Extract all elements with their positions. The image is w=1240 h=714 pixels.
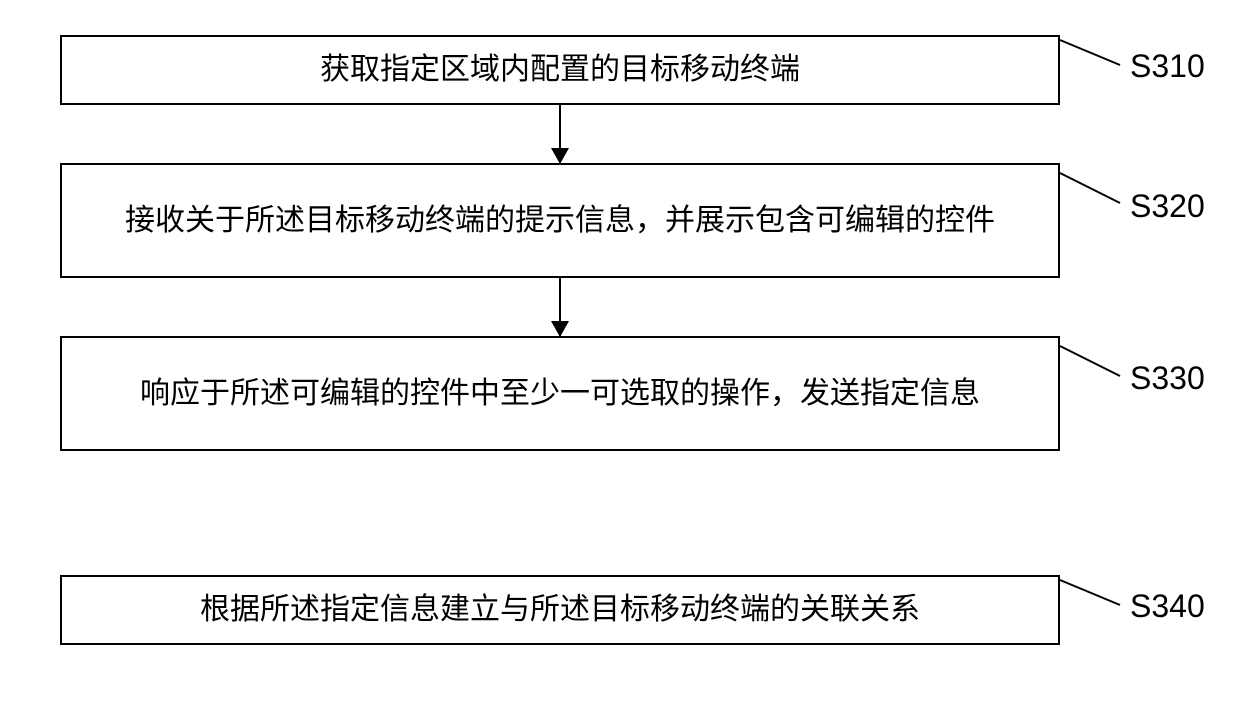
flow-step-2-text: 接收关于所述目标移动终端的提示信息，并展示包含可编辑的控件 [125, 197, 995, 245]
flow-step-3-text: 响应于所述可编辑的控件中至少一可选取的操作，发送指定信息 [140, 370, 980, 418]
connector-3 [1060, 336, 1130, 386]
flow-step-4-text: 根据所述指定信息建立与所述目标移动终端的关联关系 [200, 586, 920, 634]
connector-2 [1060, 163, 1130, 213]
flow-step-1-text: 获取指定区域内配置的目标移动终端 [320, 46, 800, 94]
flow-step-2: 接收关于所述目标移动终端的提示信息，并展示包含可编辑的控件 [60, 163, 1060, 278]
flow-step-1: 获取指定区域内配置的目标移动终端 [60, 35, 1060, 105]
step-label-1: S310 [1130, 48, 1205, 85]
flowchart-container: 获取指定区域内配置的目标移动终端 接收关于所述目标移动终端的提示信息，并展示包含… [60, 35, 1060, 645]
gap-3-4 [60, 451, 1060, 575]
step-label-3: S330 [1130, 360, 1205, 397]
flow-step-3: 响应于所述可编辑的控件中至少一可选取的操作，发送指定信息 [60, 336, 1060, 451]
connector-1 [1060, 35, 1130, 75]
connector-4 [1060, 575, 1130, 615]
step-label-4: S340 [1130, 588, 1205, 625]
arrow-1-2 [60, 105, 1060, 163]
step-label-2: S320 [1130, 188, 1205, 225]
arrow-2-3 [60, 278, 1060, 336]
flow-step-4: 根据所述指定信息建立与所述目标移动终端的关联关系 [60, 575, 1060, 645]
